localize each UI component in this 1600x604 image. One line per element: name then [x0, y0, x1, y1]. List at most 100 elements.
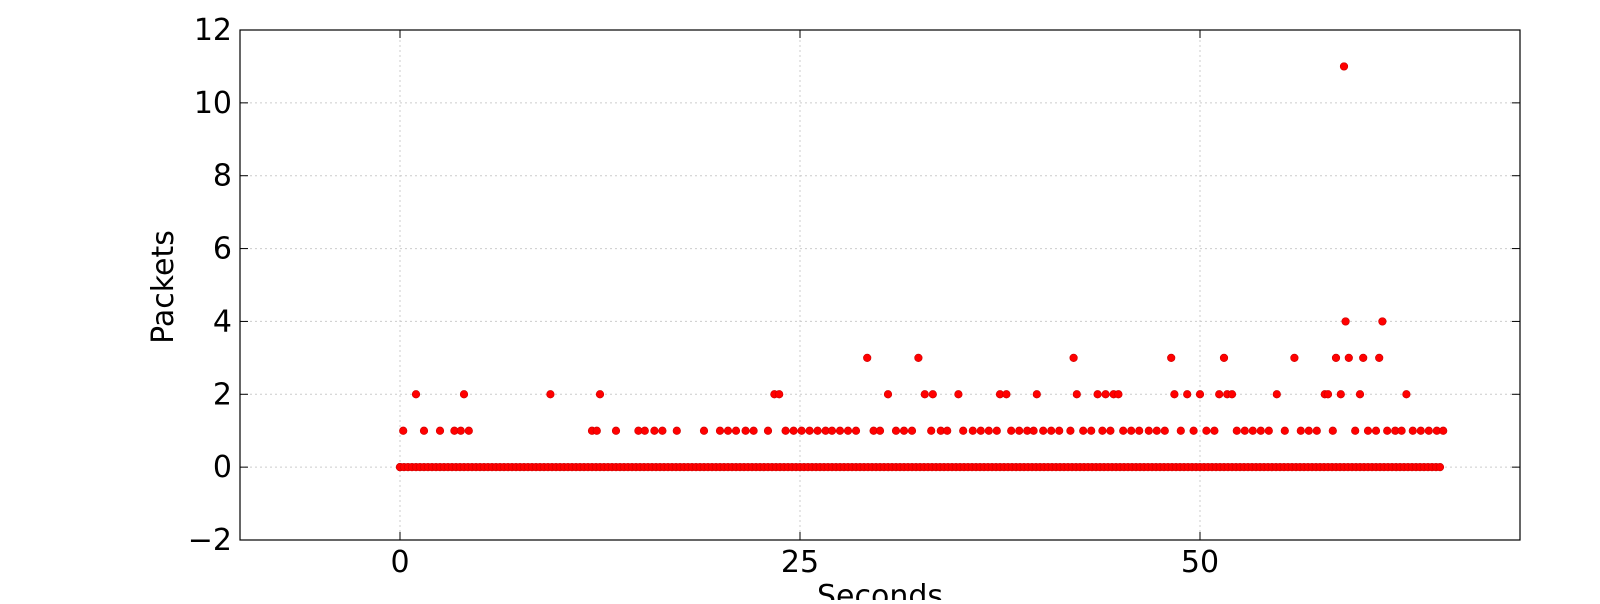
data-point [723, 426, 733, 435]
data-point [968, 426, 977, 435]
data-point [1272, 390, 1281, 399]
x-axis-label: Seconds [817, 579, 943, 600]
data-point [1378, 317, 1387, 326]
data-point [1304, 426, 1313, 435]
y-tick-label: 0 [213, 450, 232, 485]
data-point [1256, 426, 1265, 435]
data-point [459, 390, 469, 399]
data-point [1087, 426, 1096, 435]
data-point [1098, 426, 1107, 435]
data-point [1144, 426, 1153, 435]
data-point [1135, 426, 1144, 435]
data-point [813, 426, 822, 435]
data-point [1039, 426, 1048, 435]
data-point [749, 426, 758, 435]
data-point [1047, 426, 1056, 435]
data-point [592, 426, 601, 435]
data-point [1160, 426, 1169, 435]
data-point [827, 426, 837, 435]
y-tick-label: −2 [188, 523, 232, 558]
data-point [763, 426, 773, 435]
data-point [1167, 353, 1176, 362]
data-point [1248, 426, 1257, 435]
data-point [399, 426, 408, 435]
data-point [1210, 426, 1219, 435]
data-point [943, 426, 952, 435]
y-tick-label: 8 [213, 159, 232, 194]
plot-frame [239, 29, 1521, 541]
data-point [546, 390, 555, 399]
data-point [1351, 426, 1360, 435]
data-point [1371, 426, 1381, 435]
data-point [1227, 390, 1237, 399]
data-point [595, 390, 605, 399]
data-point [1176, 426, 1185, 435]
data-point [1336, 390, 1345, 399]
y-tick-label: 4 [213, 304, 232, 339]
axis-ticks: 0 25 50 −2 0 2 4 6 8 10 12 [188, 13, 1520, 580]
data-point [1328, 426, 1337, 435]
data-point [731, 426, 741, 435]
data-point [1066, 426, 1075, 435]
data-point [1114, 390, 1123, 399]
data-point [863, 353, 872, 362]
data-point [1435, 463, 1445, 472]
data-point [1397, 426, 1406, 435]
data-point [843, 426, 853, 435]
data-point [658, 426, 667, 435]
data-point [1339, 62, 1349, 71]
y-tick-label: 12 [194, 13, 232, 48]
data-point [1219, 353, 1229, 362]
x-tick-label: 25 [781, 545, 819, 580]
data-point [775, 390, 784, 399]
data-point [1290, 353, 1299, 362]
x-tick-label: 0 [390, 545, 409, 580]
data-point [1232, 426, 1241, 435]
data-point [1383, 426, 1392, 435]
data-point [699, 426, 709, 435]
data-point [650, 426, 659, 435]
data-point [1189, 426, 1198, 435]
data-point [928, 390, 937, 399]
data-point [640, 426, 649, 435]
data-point [1424, 426, 1433, 435]
data-point [1331, 353, 1341, 362]
data-point [992, 426, 1001, 435]
data-point [1264, 426, 1273, 435]
data-point [851, 426, 861, 435]
data-point [1002, 390, 1011, 399]
data-point [959, 426, 968, 435]
data-point [435, 426, 445, 435]
y-tick-label: 6 [213, 232, 232, 267]
data-point [1296, 426, 1305, 435]
data-point [914, 353, 923, 362]
data-point [1416, 426, 1425, 435]
data-point [1215, 390, 1224, 399]
data-point [456, 426, 465, 435]
data-point [1093, 390, 1102, 399]
data-point [875, 426, 885, 435]
data-point [611, 426, 621, 435]
data-point [954, 390, 963, 399]
data-point [920, 390, 929, 399]
data-point [411, 390, 421, 399]
data-point [1069, 353, 1078, 362]
data-point [1312, 426, 1321, 435]
data-point [1183, 390, 1192, 399]
data-points [395, 62, 1448, 472]
data-point [1106, 426, 1115, 435]
data-point [1408, 426, 1417, 435]
data-point [1152, 426, 1161, 435]
data-point [1402, 390, 1411, 399]
data-point [1355, 390, 1365, 399]
data-point [1359, 353, 1368, 362]
data-point [805, 426, 814, 435]
data-point [1101, 390, 1110, 399]
data-point [927, 426, 936, 435]
data-point [789, 426, 798, 435]
data-point [1341, 317, 1350, 326]
data-point [1375, 353, 1384, 362]
data-point [1323, 390, 1333, 399]
data-point [976, 426, 985, 435]
data-point [1007, 426, 1016, 435]
